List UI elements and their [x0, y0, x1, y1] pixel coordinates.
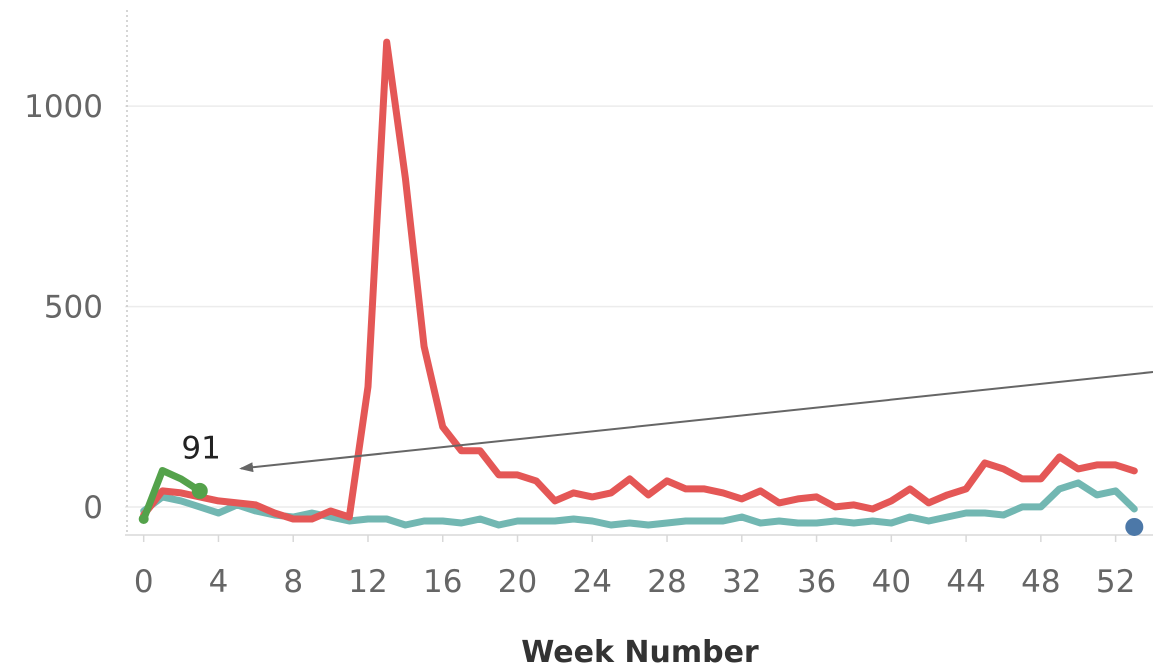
- y-axis-ticks: 0 500 1000: [24, 89, 103, 526]
- x-tick-label: 4: [209, 564, 229, 600]
- x-tick-label: 20: [498, 564, 537, 600]
- gridlines: [125, 105, 1153, 508]
- series-start-point: [138, 513, 149, 524]
- y-tick-label: 0: [83, 490, 103, 526]
- series-lines: [140, 38, 1138, 529]
- x-tick-label: 12: [348, 564, 387, 600]
- x-tick-label: 32: [722, 564, 761, 600]
- x-tick-label: 40: [872, 564, 911, 600]
- data-points: [138, 482, 1144, 536]
- x-tick-label: 8: [283, 564, 303, 600]
- x-tick-label: 44: [946, 564, 985, 600]
- x-tick-label: 16: [423, 564, 462, 600]
- x-tick-label: 0: [134, 564, 154, 600]
- series-line-red: [140, 38, 1138, 523]
- y-tick-label: 1000: [24, 89, 103, 125]
- series-end-point: [191, 482, 208, 499]
- x-tick-label: 52: [1096, 564, 1135, 600]
- series-line-green: [140, 467, 204, 523]
- x-tick-label: 28: [647, 564, 686, 600]
- x-axis-ticks: 0 4 8 12 16 20 24 28 32 36 40 44 48 52: [134, 535, 1135, 600]
- x-tick-label: 36: [797, 564, 836, 600]
- x-tick-label: 48: [1021, 564, 1060, 600]
- annotations: 91: [181, 371, 1153, 473]
- data-point-blue: [1125, 517, 1144, 536]
- x-axis-title: Week Number: [521, 635, 759, 669]
- annotation-label: 91: [181, 430, 220, 466]
- y-tick-label: 500: [44, 290, 103, 326]
- x-tick-label: 24: [573, 564, 612, 600]
- series-line-teal: [140, 479, 1138, 529]
- annotation-arrow: [239, 371, 1153, 473]
